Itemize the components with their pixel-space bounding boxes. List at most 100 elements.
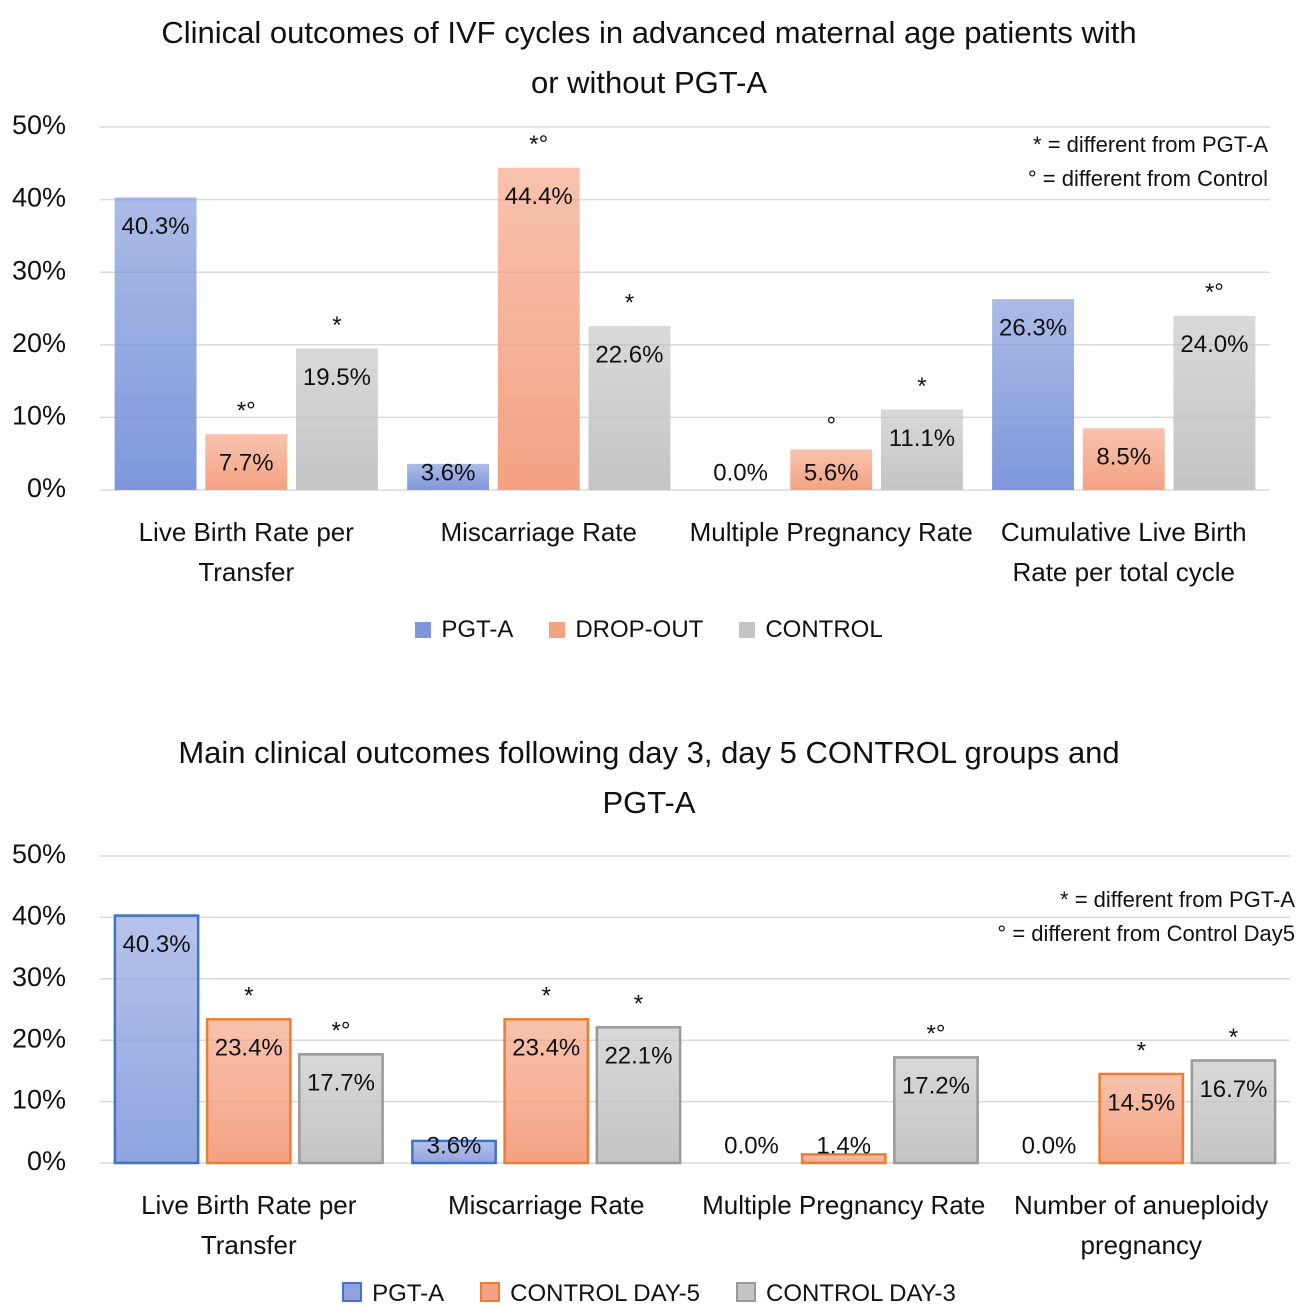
y-tick-label: 0% [27, 473, 66, 503]
bar [407, 463, 490, 490]
y-tick-label: 10% [12, 401, 66, 431]
y-tick-label: 0% [27, 1146, 66, 1176]
legend-label: PGT-A [372, 1280, 445, 1306]
bar [992, 299, 1075, 490]
legend-item: DROP-OUT [549, 616, 703, 644]
bar [1082, 428, 1165, 490]
y-tick-label: 50% [12, 110, 66, 140]
legend-item: CONTROL [739, 616, 883, 644]
y-tick-label: 40% [12, 183, 66, 213]
y-tick-label: 30% [12, 255, 66, 285]
legend-swatch [739, 622, 756, 638]
x-tick-label: Multiple Pregnancy Rate [702, 1190, 986, 1220]
legend-item: PGT-A [415, 616, 513, 644]
value-label: 8.5% [1096, 444, 1151, 471]
significance-marker: *° [332, 1018, 351, 1045]
x-tick-label: Live Birth Rate per Transfer [138, 517, 354, 587]
significance-marker: * [1137, 1037, 1146, 1064]
legend-label: CONTROL DAY-3 [766, 1280, 956, 1306]
x-tick-label: Multiple Pregnancy Rate [689, 517, 973, 547]
y-tick-label: 30% [12, 962, 66, 992]
significance-marker: * [625, 289, 634, 316]
legend: PGT-A CONTROL DAY-5 CONTROL DAY-3 [0, 1280, 1298, 1306]
x-tick-label: Miscarriage Rate [447, 1190, 645, 1220]
legend-label: DROP-OUT [575, 616, 704, 643]
legend: PGT-A DROP-OUT CONTROL [0, 616, 1298, 644]
x-tick-label: Cumulative Live Birth Rate per total cyc… [1000, 517, 1247, 587]
bar [1098, 1072, 1185, 1165]
value-label: 1.4% [816, 1132, 871, 1159]
significance-marker: *° [529, 131, 548, 158]
x-tick-label: Miscarriage Rate [440, 517, 637, 547]
value-label: 16.7% [1199, 1076, 1267, 1103]
bar [205, 1018, 292, 1165]
chart-title: Clinical outcomes of IVF cycles in advan… [161, 15, 1137, 100]
legend-swatch [480, 1282, 501, 1302]
legend-label: CONTROL [765, 616, 883, 643]
bar [893, 1056, 979, 1165]
legend-item: PGT-A [342, 1280, 444, 1306]
significance-marker: ° [826, 413, 836, 440]
bar [880, 409, 963, 490]
significance-marker: * [542, 983, 551, 1010]
significance-marker: *° [927, 1021, 946, 1048]
value-label: 0.0% [724, 1132, 779, 1159]
y-tick-label: 20% [12, 328, 66, 358]
value-label: 3.6% [421, 459, 476, 486]
legend-swatch [736, 1282, 756, 1302]
value-label: 44.4% [505, 183, 573, 210]
y-tick-label: 50% [12, 839, 66, 869]
significance-marker: * [634, 991, 643, 1018]
x-tick-label: Number of anueploidy pregnancy [1014, 1190, 1269, 1260]
legend-swatch [415, 622, 432, 638]
value-label: 17.2% [902, 1073, 970, 1100]
legend-item: CONTROL DAY-3 [736, 1280, 956, 1306]
significance-marker: * [244, 983, 253, 1010]
value-label: 11.1% [889, 425, 955, 452]
value-label: 0.0% [1022, 1132, 1077, 1159]
significance-marker: * [1229, 1024, 1238, 1051]
value-label: 22.6% [595, 341, 663, 368]
value-label: 3.6% [427, 1132, 482, 1159]
legend-label: CONTROL DAY-5 [510, 1280, 700, 1306]
bar [298, 1053, 384, 1165]
bar [1190, 1059, 1277, 1165]
bar [588, 325, 671, 490]
bar [595, 1026, 682, 1165]
value-label: 23.4% [512, 1035, 580, 1062]
value-label: 17.7% [307, 1070, 375, 1097]
significance-marker: *° [1205, 279, 1224, 306]
bar [114, 197, 197, 490]
value-label: 23.4% [215, 1035, 283, 1062]
value-label: 14.5% [1107, 1089, 1175, 1116]
bar [497, 167, 580, 490]
bar [411, 1139, 497, 1165]
value-label: 7.7% [219, 449, 274, 476]
annotation: * = different from PGT-A [1060, 887, 1295, 912]
bar [790, 449, 873, 490]
bar [295, 348, 378, 490]
value-label: 40.3% [122, 931, 190, 958]
legend-swatch [342, 1282, 363, 1302]
value-label: 22.1% [604, 1043, 672, 1070]
value-label: 19.5% [303, 364, 371, 391]
chart-title: Main clinical outcomes following day 3, … [178, 735, 1120, 820]
bar [1173, 315, 1256, 490]
value-label: 24.0% [1180, 331, 1248, 358]
significance-marker: *° [237, 397, 256, 424]
significance-marker: * [332, 312, 341, 339]
bar [503, 1018, 590, 1165]
y-tick-label: 10% [12, 1085, 66, 1115]
significance-marker: * [917, 373, 926, 400]
legend-item: CONTROL DAY-5 [480, 1280, 700, 1306]
value-label: 26.3% [999, 314, 1067, 341]
bar [800, 1153, 887, 1165]
y-tick-label: 40% [12, 901, 66, 931]
annotation: ° = different from Control [1028, 166, 1268, 191]
annotation: * = different from PGT-A [1033, 132, 1268, 157]
annotation: ° = different from Control Day5 [997, 921, 1295, 946]
value-label: 5.6% [804, 459, 859, 486]
x-tick-label: Live Birth Rate per Transfer [141, 1190, 357, 1260]
